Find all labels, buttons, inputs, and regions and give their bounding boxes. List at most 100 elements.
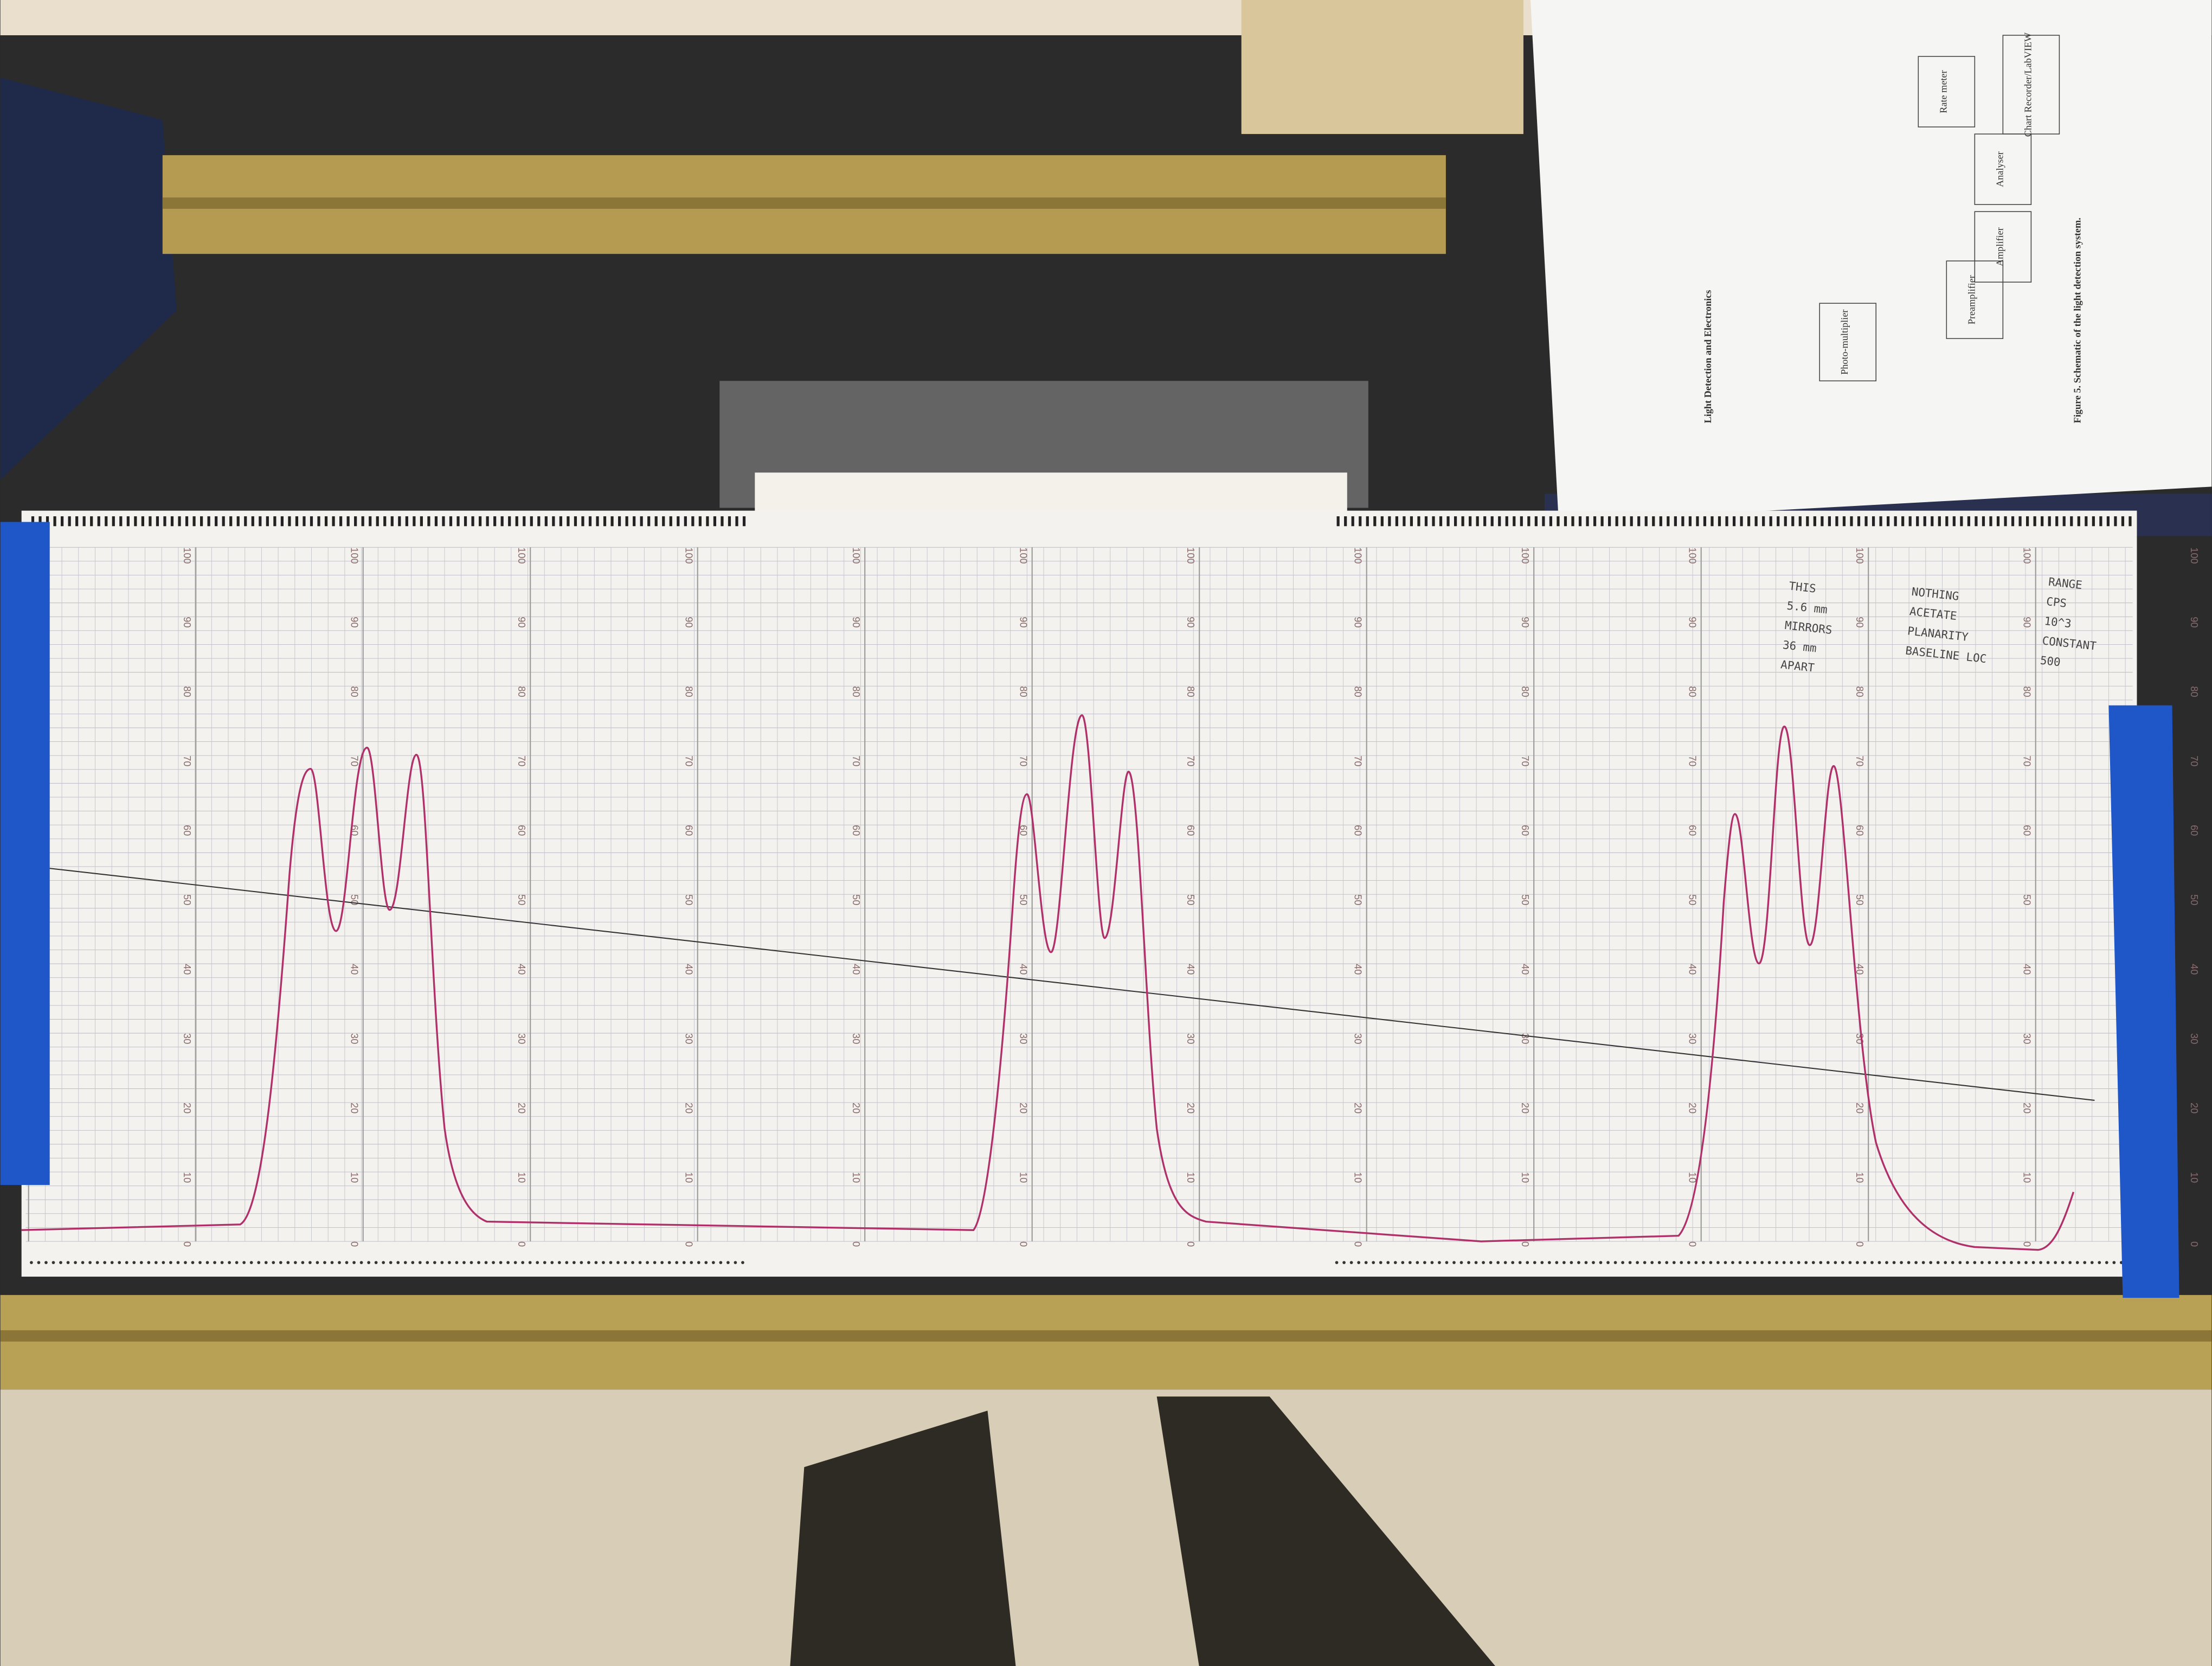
scale-label: 30	[349, 1033, 359, 1044]
sprocket-hole	[2011, 516, 2015, 527]
sprocket-dot	[616, 1261, 620, 1264]
sprocket-dot	[1980, 1261, 1984, 1264]
sprocket-hole	[273, 516, 276, 527]
sprocket-dot	[1716, 1261, 1720, 1264]
sprocket-hole	[1681, 516, 1684, 527]
sprocket-dot	[1342, 1261, 1346, 1264]
scale-label: 50	[851, 894, 861, 905]
scale-label: 100	[349, 547, 359, 563]
sprocket-dot	[1636, 1261, 1639, 1264]
sprocket-dot	[506, 1261, 510, 1264]
sprocket-dot	[1592, 1261, 1595, 1264]
scale-label: 10	[516, 1172, 527, 1183]
sprocket-hole	[361, 516, 364, 527]
sprocket-hole	[1667, 516, 1670, 527]
sprocket-hole	[1366, 516, 1369, 527]
sprocket-hole	[303, 516, 306, 527]
scale-label: 100	[683, 547, 694, 563]
scale-label: 100	[1687, 547, 1697, 563]
scale-label: 80	[683, 686, 694, 697]
hinge-line	[0, 1330, 2212, 1342]
diagram-label: Amplifier	[1994, 227, 2005, 266]
sprocket-dot	[118, 1261, 121, 1264]
scale-label: 80	[349, 686, 359, 697]
scale-label: 60	[2189, 825, 2200, 836]
scale-label: 10	[1687, 1172, 1697, 1183]
sprocket-hole	[537, 516, 541, 527]
sprocket-dot	[1738, 1261, 1742, 1264]
sprocket-hole	[317, 516, 320, 527]
sprocket-dot	[646, 1261, 649, 1264]
sprocket-dot	[1775, 1261, 1778, 1264]
sprocket-hole	[1806, 516, 1809, 527]
sprocket-dot	[1482, 1261, 1485, 1264]
sprocket-hole	[1696, 516, 1699, 527]
scale-label: 20	[2021, 1103, 2032, 1113]
sprocket-dot	[198, 1261, 202, 1264]
sprocket-dot	[279, 1261, 282, 1264]
scale-label: 70	[182, 755, 192, 766]
sprocket-hole	[1424, 516, 1428, 527]
sprocket-dot	[675, 1261, 679, 1264]
scale-label: 30	[1854, 1033, 1865, 1044]
sprocket-hole	[1718, 516, 1721, 527]
sprocket-hole	[1777, 516, 1780, 527]
sprocket-hole	[1732, 516, 1736, 527]
sprocket-dot	[323, 1261, 326, 1264]
sprocket-hole	[134, 516, 137, 527]
sprocket-dot	[426, 1261, 429, 1264]
scale-label: 70	[1854, 755, 1865, 766]
sprocket-hole	[1857, 516, 1861, 527]
scale-label: 60	[182, 825, 192, 836]
sprocket-hole	[1461, 516, 1464, 527]
scale-label: 10	[2021, 1172, 2032, 1183]
sprocket-dot	[1841, 1261, 1844, 1264]
sprocket-hole	[647, 516, 651, 527]
sprocket-dot	[1988, 1261, 1991, 1264]
scale-label: 0	[349, 1241, 359, 1247]
sprocket-hole	[464, 516, 467, 527]
sprocket-hole	[75, 516, 79, 527]
scale-label: 50	[1854, 894, 1865, 905]
scale-label: 0	[1687, 1241, 1697, 1247]
sprocket-hole	[61, 516, 64, 527]
sprocket-dot	[1665, 1261, 1669, 1264]
sprocket-hole	[1887, 516, 1890, 527]
scale-label: 100	[1185, 547, 1196, 563]
handwritten-note: CPS	[2046, 595, 2067, 610]
sprocket-hole	[1791, 516, 1795, 527]
scale-label: 30	[683, 1033, 694, 1044]
sprocket-dot	[44, 1261, 48, 1264]
sprocket-dot	[1621, 1261, 1624, 1264]
sprocket-hole	[662, 516, 665, 527]
document-page	[1530, 0, 2212, 522]
sprocket-hole	[449, 516, 453, 527]
scale-label: 20	[349, 1103, 359, 1113]
sprocket-dot	[1965, 1261, 1969, 1264]
sprocket-hole	[1813, 516, 1816, 527]
sprocket-dot	[623, 1261, 627, 1264]
sprocket-hole	[2129, 516, 2132, 527]
sprocket-hole	[1711, 516, 1714, 527]
sprocket-hole	[369, 516, 372, 527]
drawn-line	[42, 867, 2095, 1101]
sprocket-dot	[631, 1261, 634, 1264]
scale-label: 50	[683, 894, 694, 905]
sprocket-hole	[2018, 516, 2022, 527]
sprocket-hole	[156, 516, 159, 527]
sprocket-dot	[594, 1261, 598, 1264]
sprocket-hole	[1835, 516, 1838, 527]
sprocket-dot	[1474, 1261, 1478, 1264]
sprocket-hole	[68, 516, 71, 527]
sprocket-dot	[2039, 1261, 2042, 1264]
sprocket-hole	[141, 516, 144, 527]
sprocket-hole	[625, 516, 628, 527]
sprocket-dot	[697, 1261, 700, 1264]
sprocket-hole	[1967, 516, 1971, 527]
sprocket-hole	[2070, 516, 2073, 527]
sprocket-hole	[1505, 516, 1508, 527]
sprocket-dot	[1599, 1261, 1603, 1264]
sprocket-hole	[1842, 516, 1846, 527]
scale-label: 70	[683, 755, 694, 766]
